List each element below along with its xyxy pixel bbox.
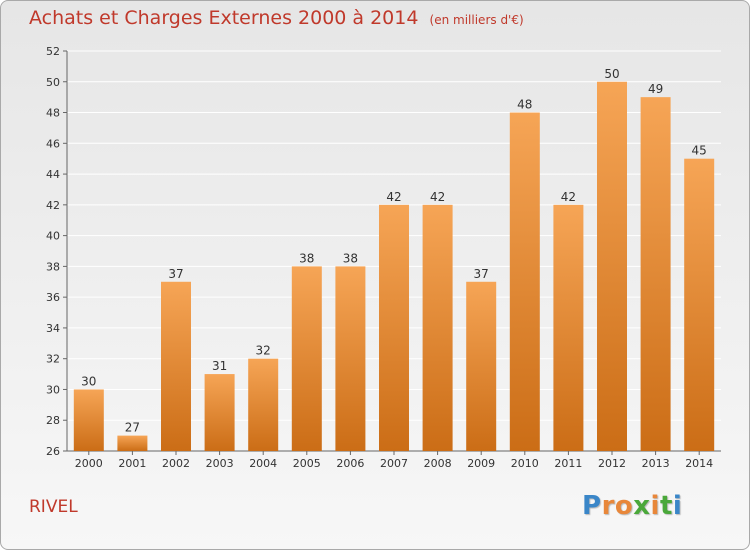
chart-unit-note: (en milliers d'€)	[429, 13, 524, 27]
bar	[73, 389, 104, 451]
bar-value-label: 30	[81, 374, 96, 388]
y-tick-label: 28	[46, 414, 60, 427]
bar	[509, 112, 540, 452]
logo-letter: o	[614, 491, 634, 521]
x-tick-label: 2004	[249, 457, 277, 470]
bar	[291, 266, 322, 451]
y-tick-label: 50	[46, 76, 60, 89]
bar-value-label: 48	[517, 98, 532, 112]
proxiti-logo: Proxiti	[582, 491, 682, 521]
logo-letter: x	[633, 491, 651, 521]
x-tick-label: 2012	[598, 457, 626, 470]
chart-title-block: Achats et Charges Externes 2000 à 2014 (…	[29, 7, 524, 29]
logo-letter: r	[601, 491, 615, 521]
data-labels: 30 27 37 31 32 38 38 42 42 37 48 42 50 49 45	[81, 67, 707, 435]
bar-value-label: 42	[561, 190, 576, 204]
x-tick-label: 2008	[424, 457, 452, 470]
x-tick-label: 2009	[467, 457, 495, 470]
y-tick-label: 26	[46, 445, 60, 458]
y-tick-label: 52	[46, 45, 60, 58]
bar	[248, 358, 279, 451]
x-tick-label: 2011	[554, 457, 582, 470]
x-tick-label: 2002	[162, 457, 190, 470]
bar	[597, 81, 627, 452]
bar-value-label: 32	[256, 344, 271, 358]
bar-value-label: 49	[648, 82, 663, 96]
chart-title: Achats et Charges Externes 2000 à 2014	[29, 7, 419, 29]
x-tick-label: 2005	[293, 457, 321, 470]
bar	[640, 97, 671, 452]
y-tick-label: 32	[46, 353, 60, 366]
y-tick-label: 38	[46, 260, 60, 273]
bar	[466, 281, 497, 451]
bar	[422, 204, 453, 451]
logo-letter: P	[582, 491, 602, 521]
y-tick-label: 36	[46, 291, 60, 304]
x-tick-label: 2000	[75, 457, 103, 470]
y-tick-label: 30	[46, 383, 60, 396]
x-tick-label: 2014	[685, 457, 713, 470]
x-tick-label: 2013	[642, 457, 670, 470]
bar	[684, 158, 715, 451]
bars	[73, 81, 715, 452]
x-tick-label: 2006	[336, 457, 364, 470]
bar-value-label: 37	[168, 267, 183, 281]
bar-value-label: 31	[212, 359, 227, 373]
location-name: RIVEL	[29, 497, 78, 517]
y-tick-label: 40	[46, 230, 60, 243]
bar-value-label: 38	[299, 251, 314, 265]
bar-value-label: 42	[430, 190, 445, 204]
bar	[553, 204, 584, 451]
bar	[161, 281, 191, 451]
bar	[379, 204, 409, 451]
x-tick-label: 2007	[380, 457, 408, 470]
bar-value-label: 38	[343, 251, 358, 265]
y-tick-label: 42	[46, 199, 60, 212]
logo-letter: i	[672, 491, 683, 521]
y-tick-label: 44	[46, 168, 60, 181]
y-tick-label: 46	[46, 137, 60, 150]
bar-value-label: 37	[474, 267, 489, 281]
bar	[204, 374, 235, 451]
bar	[335, 266, 366, 451]
y-tick-label: 48	[46, 107, 60, 120]
bar-value-label: 27	[125, 421, 140, 435]
x-tick-label: 2001	[118, 457, 146, 470]
logo-letter: i	[650, 491, 660, 521]
bar-value-label: 42	[386, 190, 401, 204]
x-tick-label: 2010	[511, 457, 539, 470]
x-tick-label: 2003	[206, 457, 234, 470]
bar-value-label: 45	[692, 144, 707, 158]
y-tick-label: 34	[46, 322, 60, 335]
bar	[117, 435, 148, 451]
logo-letter: t	[659, 491, 673, 521]
bar-value-label: 50	[604, 67, 619, 81]
